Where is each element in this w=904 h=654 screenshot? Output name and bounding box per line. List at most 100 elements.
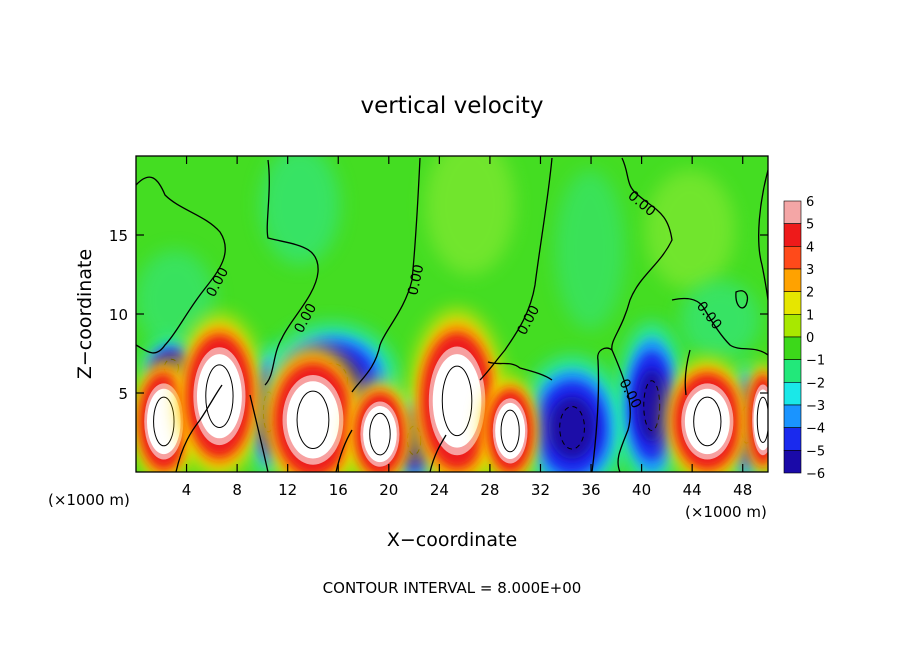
colorbar-swatch	[783, 382, 802, 406]
updraft-contour	[693, 396, 722, 447]
zero-contour-line	[429, 434, 447, 472]
contour-interval-note: CONTOUR INTERVAL = 8.000E+00	[323, 579, 582, 597]
x-axis-label: X−coordinate	[387, 529, 517, 551]
colorbar-label: 4	[806, 240, 814, 255]
field-wash-lime	[645, 170, 735, 290]
colorbar-label: −6	[806, 467, 825, 482]
colorbar-label: 1	[806, 308, 814, 323]
contour-label: 0.00	[405, 263, 427, 297]
updraft-band	[432, 354, 482, 448]
colorbar-label: −2	[806, 376, 825, 391]
colorbar-label: −3	[806, 399, 825, 414]
colorbar-swatch	[783, 450, 802, 474]
x-tick-label: 32	[531, 481, 550, 499]
updraft-contour	[441, 365, 473, 437]
colorbar-label: 2	[806, 286, 814, 301]
updraft-band	[753, 389, 768, 451]
zero-contour-line	[264, 159, 319, 386]
colorbar-swatch	[783, 291, 802, 315]
x-tick-label: 36	[581, 481, 600, 499]
x-tick-label: 4	[182, 481, 192, 499]
updraft-contour	[205, 364, 234, 428]
colorbar-swatch	[783, 359, 802, 383]
x-unit-right: (×1000 m)	[685, 503, 767, 521]
colorbar-label: −4	[806, 422, 825, 437]
zero-contour-line	[735, 290, 749, 309]
downdraft-contour	[643, 380, 661, 432]
y-axis: 5 10 15	[109, 227, 768, 403]
updraft-band	[363, 406, 397, 463]
colorbar: 6 5 4 3 2 1 0 −1 −2 −3 −4 −5 −6	[783, 195, 825, 482]
colorbar-swatch	[783, 314, 802, 338]
zero-contour-line	[591, 347, 613, 472]
updraft-band	[495, 402, 526, 459]
updraft-core	[346, 379, 413, 472]
x-tick-label: 24	[430, 481, 449, 499]
updraft-core	[744, 360, 768, 472]
colorbar-label: −1	[806, 354, 825, 369]
y-axis-label: Z−coordinate	[74, 249, 96, 379]
updraft-band	[146, 388, 181, 455]
zero-contour-line	[136, 176, 226, 354]
chart-title: vertical velocity	[361, 93, 544, 119]
zero-contours	[136, 157, 768, 472]
colorbar-label: 0	[806, 331, 814, 346]
y-tick-label: 10	[109, 306, 128, 324]
updraft-contour	[500, 409, 520, 453]
colorbar-swatch	[783, 336, 802, 360]
x-tick-label: 8	[232, 481, 242, 499]
colorbar-swatch	[783, 268, 802, 292]
updraft-core	[480, 375, 540, 472]
colorbar-label: 3	[806, 263, 814, 278]
colorbar-label: 6	[806, 195, 814, 210]
zero-contour-line	[758, 169, 768, 301]
zero-contour-line	[335, 429, 353, 472]
x-tick-label: 12	[278, 481, 297, 499]
updraft-core	[663, 357, 752, 472]
x-tick-label: 40	[632, 481, 651, 499]
updraft-core	[175, 313, 264, 472]
updraft-band	[684, 388, 730, 455]
colorbar-swatch	[783, 404, 802, 428]
field-wash-teal	[136, 250, 215, 350]
x-tick-label: 48	[733, 481, 752, 499]
x-tick-label: 16	[329, 481, 348, 499]
zero-contour-line	[249, 394, 269, 472]
colorbar-swatch	[783, 246, 802, 270]
updraft-band	[196, 354, 242, 439]
downdraft-band	[548, 396, 596, 460]
updraft-contour	[153, 396, 175, 447]
field-wash-lime	[425, 156, 515, 275]
colorbar-swatch	[783, 200, 802, 224]
downdraft-band	[636, 369, 667, 443]
velocity-field	[136, 156, 768, 472]
x-axis: 4 8 12 16 20 24 28 32 36 40 44 48	[182, 156, 752, 499]
updraft-band	[286, 381, 340, 459]
x-tick-label: 20	[379, 481, 398, 499]
zero-contour-line	[175, 384, 223, 472]
downdraft-contour	[559, 405, 585, 450]
updraft-contour	[369, 412, 391, 456]
y-tick-label: 5	[118, 385, 128, 403]
zero-contour-line	[351, 157, 421, 393]
updraft-core	[409, 309, 505, 472]
colorbar-label: 5	[806, 218, 814, 233]
x-tick-label: 44	[683, 481, 702, 499]
x-unit-left: (×1000 m)	[48, 491, 130, 509]
colorbar-swatch	[783, 223, 802, 247]
updraft-contour	[756, 396, 768, 443]
plot-area: 0.00 0.00 0.00 0.00 0.00 0.00 0.00	[135, 155, 769, 473]
zero-contour-line	[684, 349, 691, 396]
field-wash-teal	[260, 156, 340, 265]
field-wash-teal	[555, 170, 625, 330]
y-tick-label: 15	[109, 227, 128, 245]
field-wash-teal	[680, 280, 760, 360]
zero-contour-line	[671, 297, 768, 356]
colorbar-label: −5	[806, 444, 825, 459]
colorbar-swatch	[783, 427, 802, 451]
zero-contour-line	[487, 361, 553, 381]
updraft-core	[261, 344, 365, 472]
zero-contour-line	[611, 157, 673, 472]
x-tick-label: 28	[480, 481, 499, 499]
